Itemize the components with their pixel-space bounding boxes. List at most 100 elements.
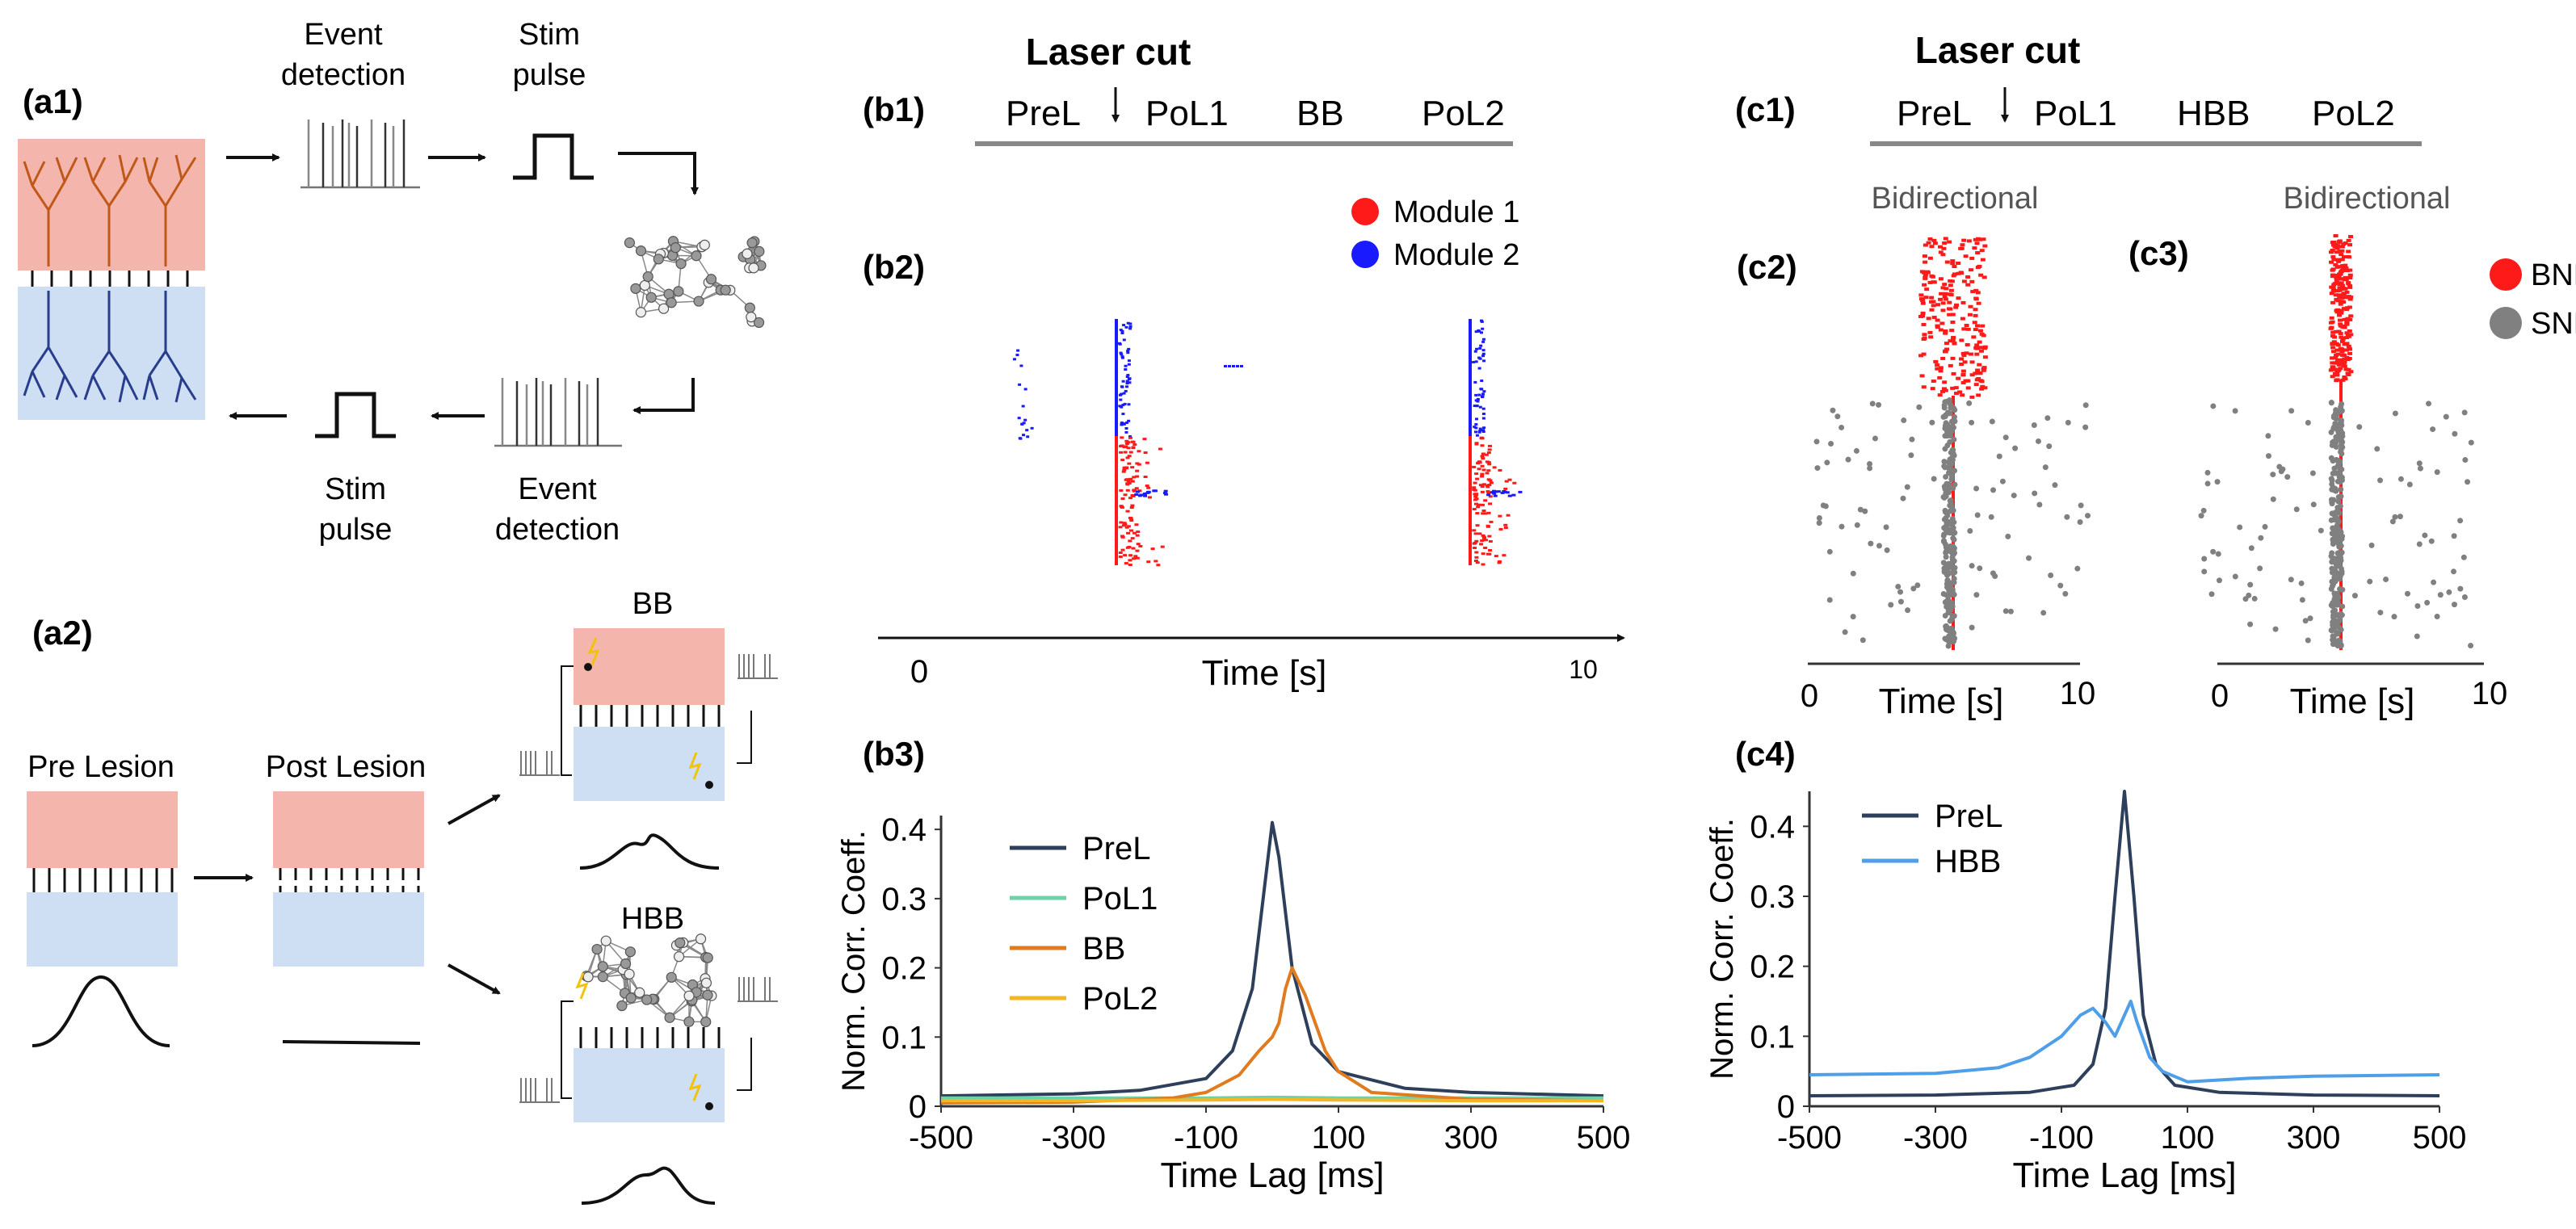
raster-spike-bnn (2344, 331, 2350, 335)
raster-spike-snn (2397, 514, 2403, 520)
raster-spike-bnn (1970, 290, 1976, 294)
raster-spike-bnn (1918, 297, 1924, 301)
b-phase-pol2: PoL2 (1422, 94, 1505, 133)
raster-spike-snn (2437, 592, 2444, 598)
network-node (691, 250, 702, 262)
raster-spike-m2 (1494, 490, 1498, 493)
spike-train-top-icon (300, 120, 420, 189)
raster-spike-snn (2334, 563, 2340, 569)
raster-spike-m2 (1164, 493, 1169, 496)
raster-spike-snn (2424, 599, 2431, 606)
raster-spike-m2 (1120, 355, 1124, 359)
raster-spike-bnn (1950, 259, 1956, 263)
raster-spike-bnn (1918, 293, 1924, 297)
network-node (600, 935, 611, 946)
raster-spike-bnn (1932, 241, 1938, 245)
raster-spike-snn (2265, 453, 2271, 459)
hbb-spike-icons (519, 977, 778, 1103)
raster-spike-bnn (2337, 283, 2343, 287)
raster-spike-bnn (1919, 374, 1925, 378)
raster-spike-m1 (1128, 517, 1133, 520)
c3-xlabel: Time [s] (2290, 682, 2415, 721)
raster-spike-m2 (1236, 365, 1239, 367)
raster-spike-bnn (2347, 347, 2352, 351)
event-detection-top-2: detection (281, 58, 406, 92)
raster-spike-bnn (1944, 287, 1949, 291)
raster-spike-bnn (1950, 320, 1956, 324)
inter-module-links (31, 271, 189, 287)
raster-spike-snn (1857, 506, 1864, 513)
raster-spike-snn (2332, 413, 2339, 420)
raster-spike-bnn (1974, 343, 1980, 347)
post-lesion-top (273, 791, 424, 868)
raster-spike-snn (2265, 433, 2271, 439)
raster-spike-bnn (1956, 262, 1961, 266)
raster-spike-bnn (2347, 351, 2353, 355)
hbb-label: HBB (621, 902, 684, 936)
x-tick-label: 100 (1312, 1120, 1366, 1156)
raster-spike-snn (2328, 497, 2334, 503)
raster-spike-m2 (1123, 402, 1127, 405)
raster-spike-snn (2330, 484, 2336, 491)
raster-spike-bnn (1965, 275, 1971, 279)
raster-spike-bnn (1930, 387, 1935, 391)
raster-spike-m1 (1124, 562, 1128, 565)
raster-spike-bnn (1940, 253, 1946, 257)
raster-spike-snn (2389, 518, 2396, 525)
raster-spike-bnn (1965, 386, 1971, 390)
raster-spike-bnn (1982, 386, 1988, 390)
raster-spike-snn (2002, 434, 2009, 441)
raster-spike-m1 (1120, 535, 1125, 539)
raster-spike-bnn (1952, 342, 1957, 346)
raster-spike-snn (2046, 443, 2053, 450)
raster-spike-m1 (1473, 498, 1477, 501)
bb-loop-right (737, 711, 752, 764)
raster-spike-snn (2368, 542, 2375, 548)
raster-spike-m1 (1125, 482, 1130, 485)
c-legend-bnn: BNN (2531, 258, 2576, 292)
post-lesion-bottom (273, 892, 424, 967)
legend-label: PreL (1935, 799, 2003, 834)
raster-spike-snn (2383, 577, 2389, 583)
raster-spike-m1 (1128, 559, 1133, 562)
raster-spike-bnn (1960, 369, 1966, 373)
raster-spike-snn (1948, 599, 1955, 606)
network-node (620, 958, 632, 970)
raster-spike-bnn (2331, 258, 2337, 262)
raster-spike-snn (1977, 565, 1983, 572)
raster-spike-snn (1942, 507, 1948, 514)
raster-spike-bnn (2330, 365, 2335, 369)
hbb-stim-bolt-top-icon (575, 972, 589, 1000)
raster-spike-m2 (1475, 405, 1479, 408)
raster-spike-bnn (2339, 339, 2345, 343)
network-node (666, 297, 677, 308)
raster-spike-bnn (1978, 346, 1984, 350)
raster-spike-snn (2042, 464, 2049, 471)
b-phase-prel: PreL (1006, 94, 1081, 133)
raster-spike-m2 (1232, 365, 1235, 367)
legend-label: PreL (1082, 831, 1151, 866)
network-node (720, 284, 731, 296)
raster-spike-m2 (1482, 390, 1486, 393)
raster-spike-m1 (1126, 480, 1131, 483)
raster-spike-snn (1948, 628, 1955, 635)
raster-spike-bnn (2336, 265, 2342, 269)
raster-spike-snn (2468, 643, 2474, 649)
raster-spike-bnn (2343, 278, 2349, 282)
raster-spike-bnn (1919, 270, 1925, 274)
network-node (700, 1016, 712, 1028)
raster-spike-bnn (1947, 300, 1952, 304)
raster-spike-m2 (1124, 364, 1128, 367)
raster-spike-m1 (1118, 551, 1123, 554)
raster-spike-bnn (1951, 274, 1956, 278)
x-tick-label: 500 (1577, 1120, 1631, 1156)
raster-spike-snn (2031, 422, 2037, 428)
raster-spike-bnn (2341, 307, 2347, 311)
raster-spike-snn (2339, 586, 2345, 593)
raster-spike-snn (1820, 502, 1826, 509)
raster-spike-snn (1951, 579, 1957, 585)
raster-spike-bnn (1943, 297, 1948, 301)
raster-spike-m2 (1127, 419, 1131, 422)
raster-spike-m1 (1498, 514, 1502, 518)
raster-spike-bnn (1973, 371, 1978, 375)
